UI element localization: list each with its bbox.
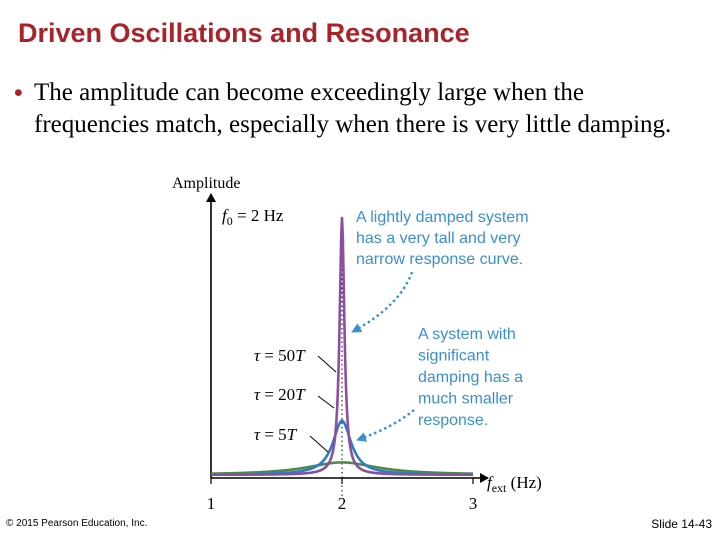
x-tick-label: 1	[207, 494, 216, 513]
annotation-heavy-line: response.	[418, 412, 488, 429]
curve-tau-50T	[210, 216, 474, 477]
series-label-tau-20T: τ = 20T	[254, 385, 306, 404]
callout-arrow-heavy	[356, 409, 415, 442]
annotation-light-line: narrow response curve.	[356, 251, 523, 268]
slide-number: Slide 14-43	[651, 517, 712, 531]
x-axis-label: fext (Hz)	[487, 473, 542, 495]
annotation-heavy-line: damping has a	[418, 369, 523, 386]
series-label-tau-5T: τ = 5T	[254, 425, 298, 444]
copyright-footer: © 2015 Pearson Education, Inc.	[6, 518, 148, 529]
series-leader-line	[309, 435, 329, 453]
bullet-dot: •	[14, 79, 23, 107]
annotation-light-line: A lightly damped system	[356, 209, 529, 226]
annotation-heavy-line: significant	[418, 348, 490, 365]
annotation-heavy-line: A system with	[418, 326, 516, 343]
annotation-heavy-line: much smaller	[418, 391, 514, 408]
series-leader-line	[317, 395, 335, 409]
series-label-tau-50T: τ = 50T	[254, 346, 306, 365]
bullet-text: The amplitude can become exceedingly lar…	[34, 79, 672, 138]
annotation-light-line: has a very tall and very	[356, 230, 521, 247]
x-tick-label: 2	[338, 494, 347, 513]
slide-title: Driven Oscillations and Resonance	[18, 18, 470, 48]
curve-tau-5T	[210, 461, 474, 475]
series-leader-line	[317, 355, 337, 373]
x-tick-label: 3	[469, 494, 478, 513]
natural-frequency-label: f0 = 2 Hz	[222, 206, 284, 228]
y-axis-label: Amplitude	[172, 175, 240, 192]
callout-arrow-light	[351, 271, 414, 334]
